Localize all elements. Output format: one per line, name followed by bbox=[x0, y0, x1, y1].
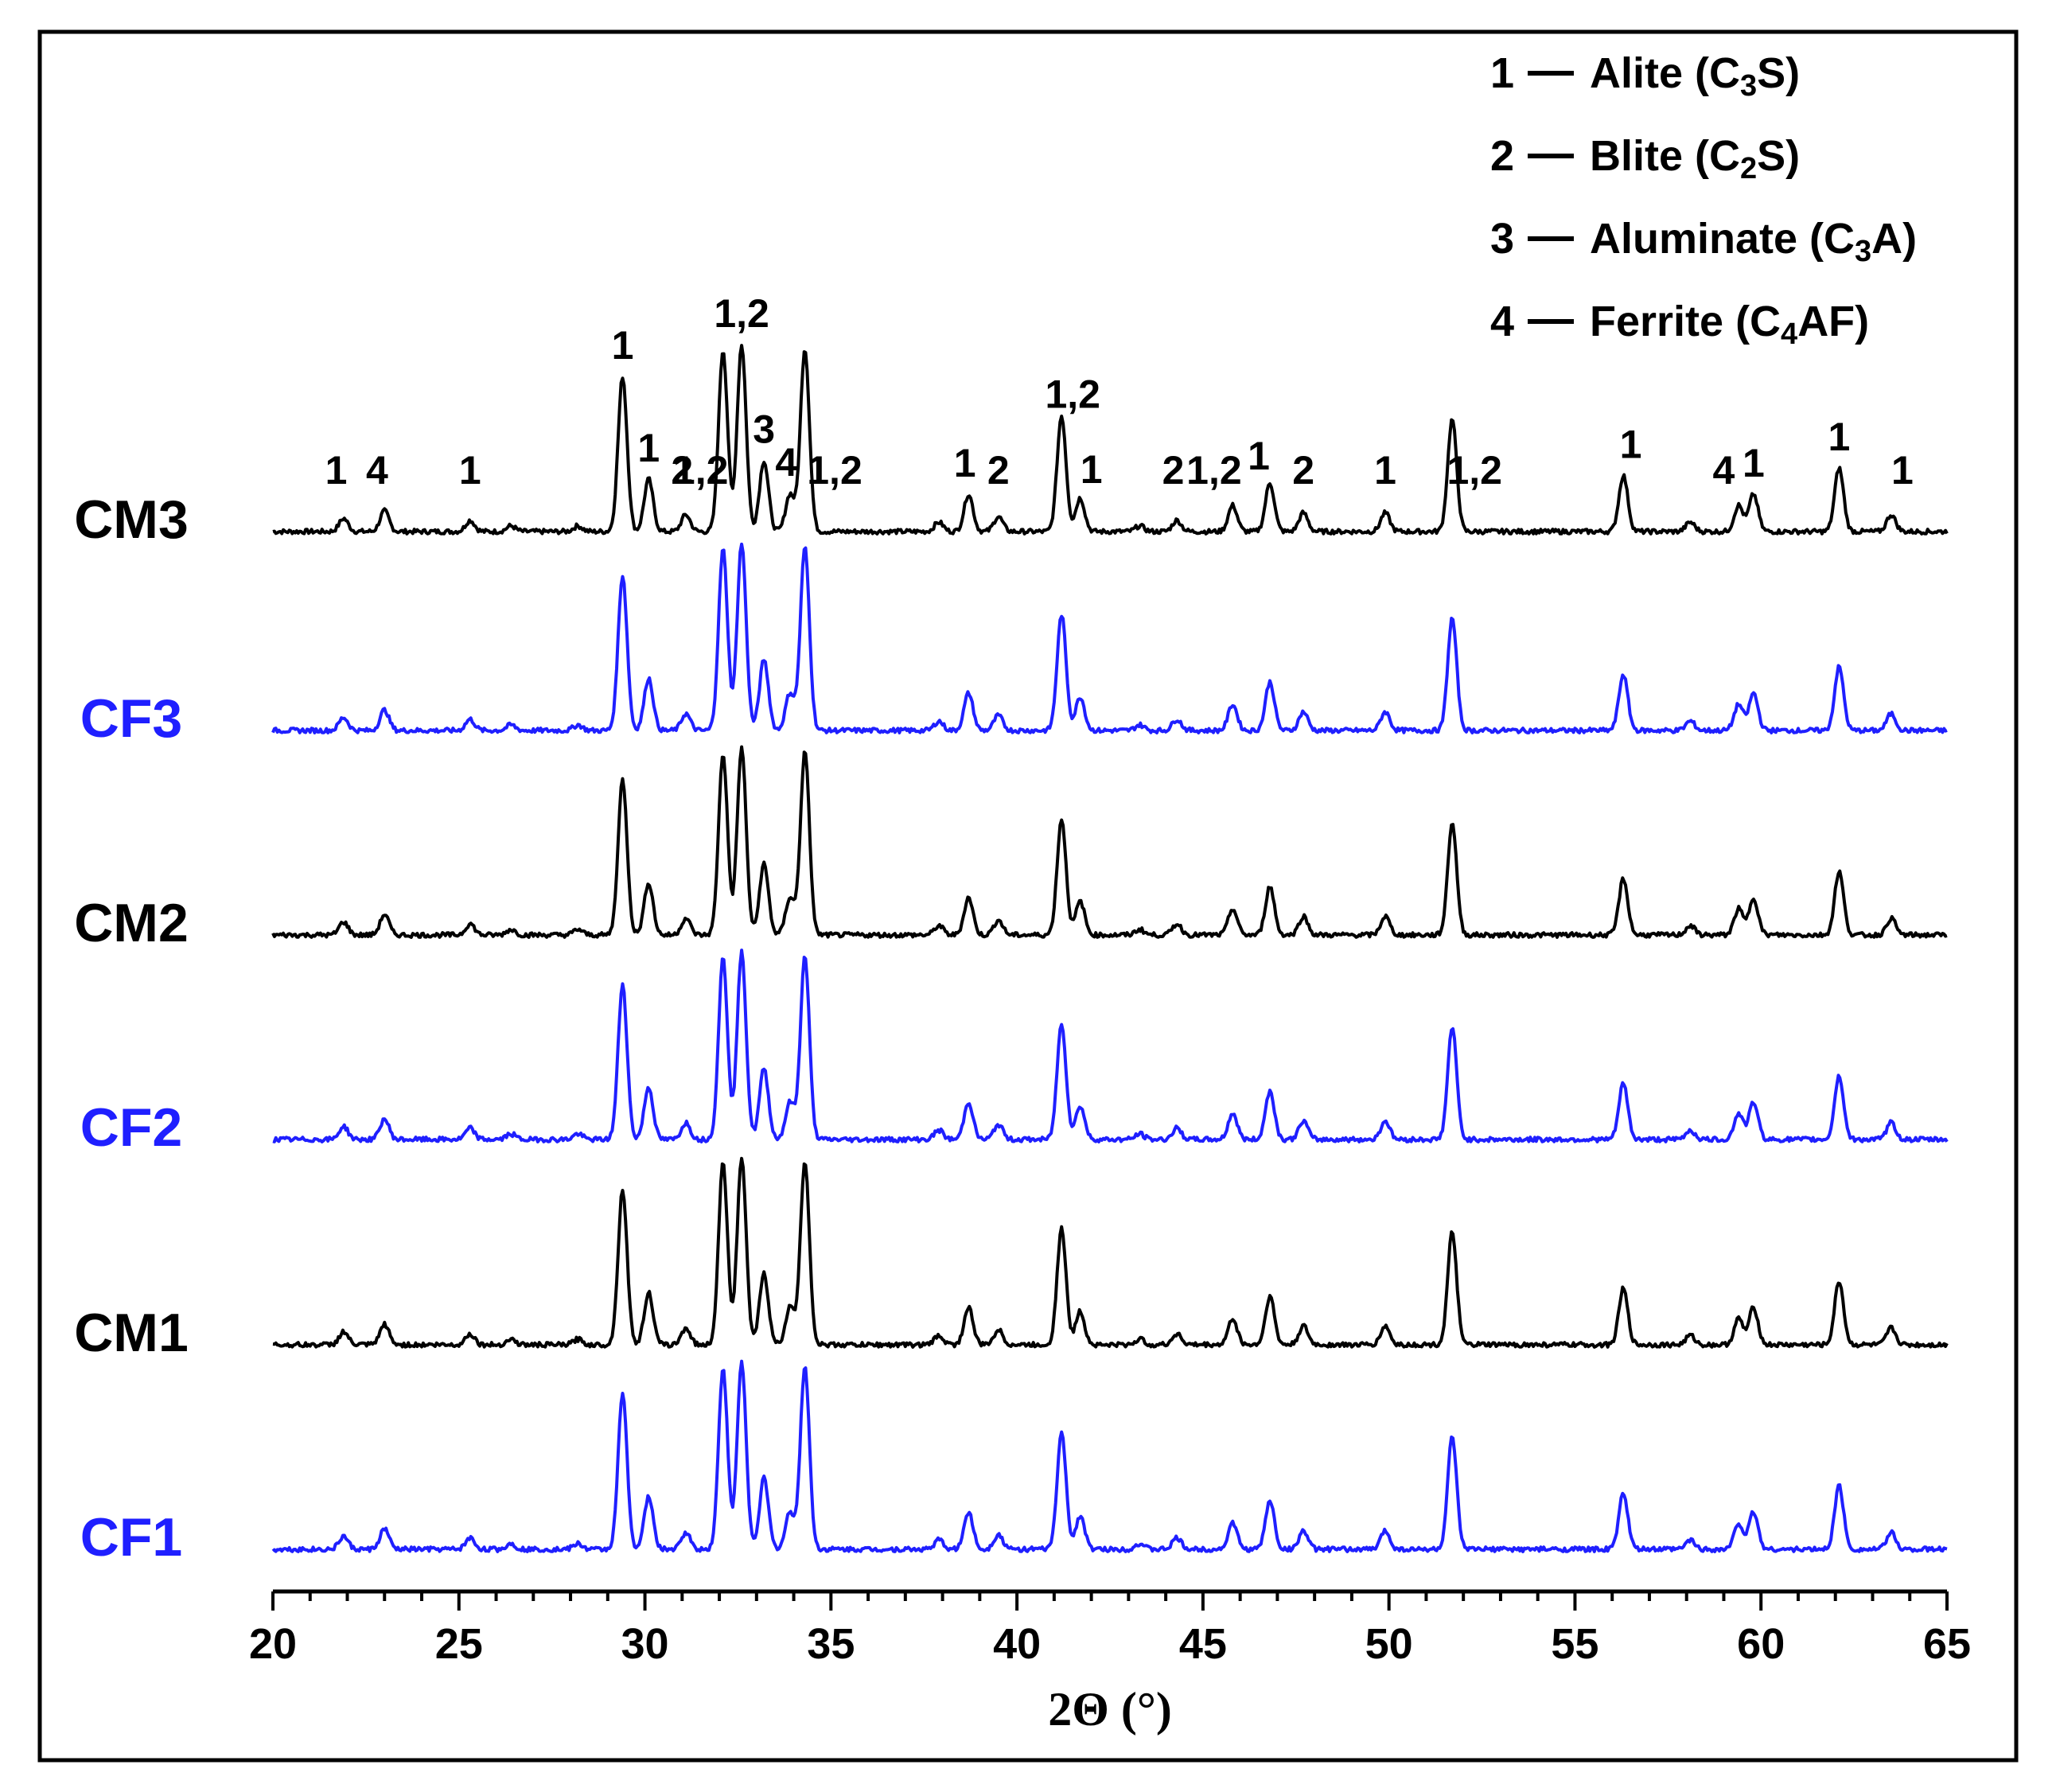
x-tick-label: 40 bbox=[993, 1620, 1041, 1668]
trace-cm2 bbox=[271, 745, 1948, 939]
peak-label: 1 bbox=[1374, 448, 1396, 493]
legend-label: Alite (C3S) bbox=[1590, 49, 1800, 103]
trace-cf3 bbox=[271, 542, 1948, 734]
legend-number: 1 bbox=[1490, 49, 1514, 97]
x-axis: 20 25 30 35 40 45 50 55 60 65 bbox=[249, 1589, 1971, 1668]
peak-label: 1 bbox=[637, 426, 660, 470]
peak-label: 1 bbox=[1620, 423, 1642, 467]
peak-label: 1,2 bbox=[1186, 448, 1242, 493]
legend-entry: 3 Aluminate (C3A) bbox=[1490, 215, 1917, 268]
peak-label: 1,2 bbox=[714, 291, 769, 336]
series-label-cm2: CM2 bbox=[74, 893, 189, 953]
peak-label: 1,2 bbox=[673, 448, 729, 493]
series-label-cf2: CF2 bbox=[80, 1097, 182, 1158]
trace-cm1 bbox=[272, 1156, 1949, 1349]
x-tick-label: 55 bbox=[1551, 1620, 1598, 1668]
legend-number: 3 bbox=[1490, 215, 1514, 263]
trace-cf1 bbox=[271, 1359, 1948, 1553]
peak-labels: 1 4 111 21,21,234 1,2 1 21,21 2 1,2 1 2 1 1,214 111 bbox=[325, 291, 1914, 493]
peak-label: 1 bbox=[325, 448, 348, 493]
series-label-cf3: CF3 bbox=[80, 688, 182, 749]
legend-number: 2 bbox=[1490, 132, 1514, 180]
series-label-cm3: CM3 bbox=[74, 489, 189, 550]
legend-number: 4 bbox=[1490, 298, 1514, 345]
legend-entry: 1 Alite (C3S) bbox=[1490, 49, 1800, 103]
x-tick-label: 35 bbox=[807, 1620, 855, 1668]
peak-label: 2 bbox=[671, 448, 693, 493]
legend-label: Aluminate (C3A) bbox=[1590, 215, 1917, 268]
peak-label: 1 bbox=[1743, 441, 1765, 485]
peak-label: 2 bbox=[987, 448, 1010, 493]
peak-label: 1 bbox=[1081, 447, 1103, 492]
peak-label: 2 bbox=[1292, 448, 1314, 493]
x-tick-label: 65 bbox=[1923, 1620, 1971, 1668]
chart-frame bbox=[37, 29, 2019, 1763]
trace-cm3 bbox=[272, 344, 1949, 536]
peak-label: 3 bbox=[753, 407, 775, 452]
legend: 1 Alite (C3S) 2 Blite (C2S) 3 Aluminate (C3A)… bbox=[1490, 49, 1917, 351]
peak-label: 4 bbox=[1713, 448, 1735, 493]
peak-label: 1 bbox=[1828, 415, 1851, 459]
x-tick-label: 20 bbox=[249, 1620, 297, 1668]
series-label-cf1: CF1 bbox=[80, 1507, 182, 1568]
x-tick-label: 45 bbox=[1179, 1620, 1227, 1668]
peak-label: 1 bbox=[1891, 448, 1914, 493]
series-labels: CM3 CF3 CM2 CF2 CM1 CF1 bbox=[74, 489, 189, 1568]
legend-entry: 2 Blite (C2S) bbox=[1490, 132, 1800, 185]
peak-label: 1 bbox=[1248, 434, 1270, 478]
legend-label: Ferrite (C4AF) bbox=[1590, 298, 1869, 351]
x-tick-label: 30 bbox=[621, 1620, 669, 1668]
trace-cf2 bbox=[272, 949, 1949, 1143]
x-tick-label: 25 bbox=[435, 1620, 483, 1668]
legend-label: Blite (C2S) bbox=[1590, 132, 1800, 185]
peak-label: 1,2 bbox=[807, 448, 863, 493]
peak-label: 1,2 bbox=[1447, 448, 1502, 493]
peak-label: 2 bbox=[1162, 448, 1185, 493]
x-axis-label: 2Θ (°) bbox=[1048, 1683, 1172, 1736]
peak-label: 4 bbox=[366, 448, 388, 493]
series-traces bbox=[271, 344, 1949, 1553]
peak-label: 1 bbox=[954, 441, 976, 485]
peak-label: 1 bbox=[612, 323, 634, 368]
series-label-cm1: CM1 bbox=[74, 1303, 189, 1363]
peak-label: 4 bbox=[775, 440, 797, 485]
peak-label: 1 bbox=[459, 448, 481, 493]
x-tick-label: 50 bbox=[1365, 1620, 1413, 1668]
x-tick-label: 60 bbox=[1737, 1620, 1785, 1668]
legend-entry: 4 Ferrite (C4AF) bbox=[1490, 298, 1869, 351]
peak-label: 1,2 bbox=[1045, 372, 1100, 416]
